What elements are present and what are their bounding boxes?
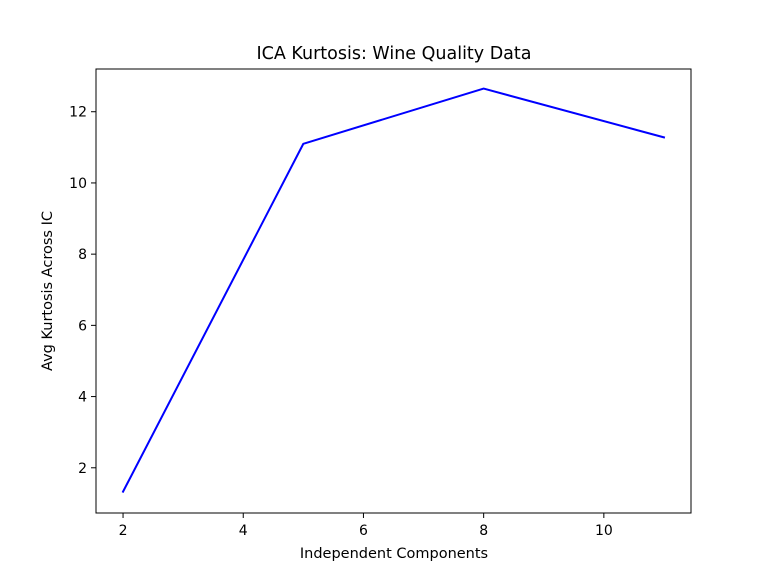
series-line-0 — [121, 87, 666, 493]
series-layer — [121, 87, 666, 493]
x-tick-label: 6 — [359, 523, 368, 539]
y-tick-label: 12 — [69, 105, 87, 121]
y-axis: 2 4 6 8 10 12 — [69, 105, 96, 477]
y-tick-label: 8 — [78, 247, 87, 263]
y-tick-label: 10 — [69, 176, 87, 192]
plot-frame — [95, 68, 692, 514]
x-axis: 2 4 6 8 10 — [119, 513, 613, 539]
y-axis-title: Avg Kurtosis Across IC — [40, 211, 56, 371]
x-tick-label: 4 — [239, 523, 248, 539]
y-tick-label: 2 — [78, 461, 87, 477]
chart-title: ICA Kurtosis: Wine Quality Data — [256, 44, 531, 64]
x-tick-label: 10 — [595, 523, 613, 539]
x-tick-label: 8 — [479, 523, 488, 539]
x-axis-title: Independent Components — [300, 546, 488, 562]
x-tick-label: 2 — [119, 523, 128, 539]
y-tick-label: 4 — [78, 390, 87, 406]
y-tick-label: 6 — [78, 318, 87, 334]
